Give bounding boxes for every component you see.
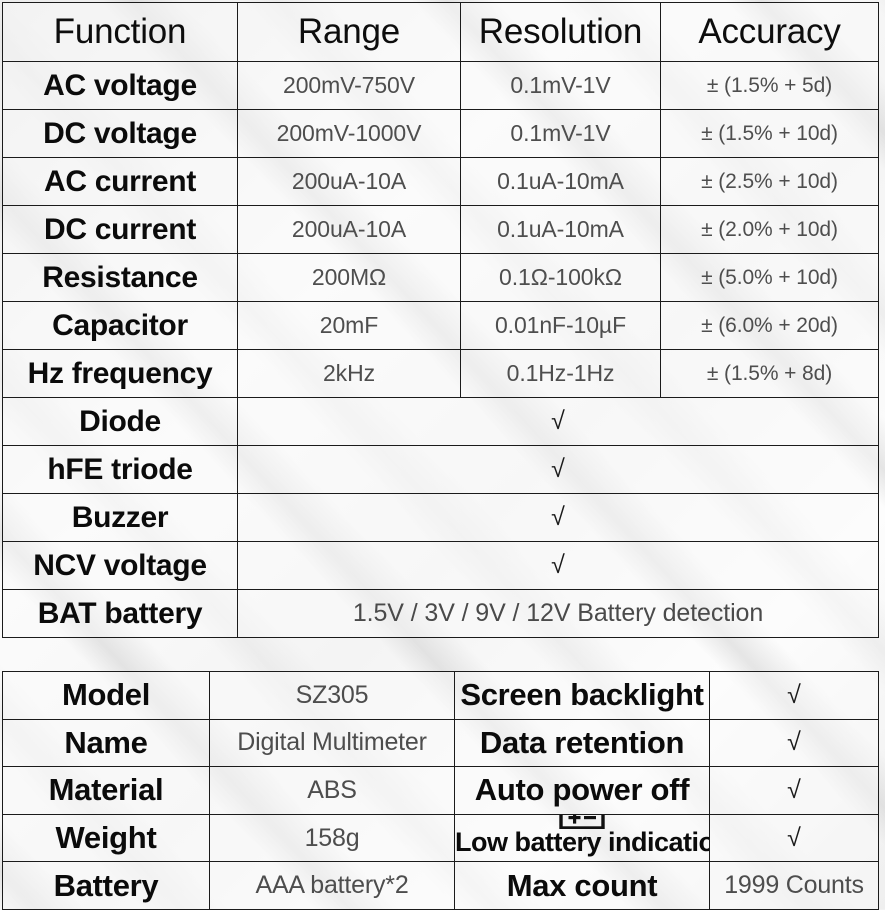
row-resolution-value: 0.1uA-10mA [460, 157, 661, 206]
feature-support-check: √ [709, 766, 879, 815]
feature-label-low-battery: Low battery indication [455, 827, 710, 858]
row-accuracy-value: ± (1.5% + 10d) [660, 109, 879, 158]
row-function-label: AC current [2, 157, 238, 206]
spec-value-model: SZ305 [209, 671, 455, 720]
row-range-value: 200uA-10A [237, 157, 461, 206]
row-accuracy-value: ± (6.0% + 20d) [660, 301, 879, 350]
spec-key-material: Material [2, 766, 210, 815]
table-row: Material ABS Auto power off √ [2, 766, 879, 815]
general-spec-table: Model SZ305 Screen backlight √ Name Digi… [2, 671, 879, 910]
row-support-check: √ [237, 493, 879, 542]
row-battery-detection-value: 1.5V / 3V / 9V / 12V Battery detection [237, 589, 879, 638]
row-accuracy-value: ± (1.5% + 8d) [660, 349, 879, 398]
row-range-value: 2kHz [237, 349, 461, 398]
spec-key-weight: Weight [2, 813, 210, 863]
low-battery-composite: Low battery indication [455, 815, 710, 858]
row-function-label: DC voltage [2, 109, 238, 158]
row-function-label: Resistance [2, 253, 238, 302]
row-function-label: Diode [2, 397, 238, 446]
table-row: Weight 158g [2, 813, 879, 863]
column-header-function: Function [2, 2, 238, 62]
row-range-value: 200uA-10A [237, 205, 461, 254]
feature-cell-low-battery: Low battery indication [454, 813, 710, 863]
row-resolution-value: 0.1mV-1V [460, 109, 661, 158]
feature-label-data-retention: Data retention [454, 718, 710, 768]
row-resolution-value: 0.01nF-10µF [460, 301, 661, 350]
spec-value-material: ABS [209, 766, 455, 815]
row-support-check: √ [237, 541, 879, 590]
row-accuracy-value: ± (5.0% + 10d) [660, 253, 879, 302]
table-row: AC voltage 200mV-750V 0.1mV-1V ± (1.5% +… [2, 61, 879, 110]
table-separator [2, 638, 878, 671]
row-range-value: 200mV-750V [237, 61, 461, 110]
column-header-resolution: Resolution [460, 2, 661, 62]
spec-value-battery: AAA battery*2 [209, 861, 455, 910]
spec-key-name: Name [2, 718, 210, 768]
row-function-label: DC current [2, 205, 238, 254]
column-header-range: Range [237, 2, 461, 62]
row-function-label: NCV voltage [2, 541, 238, 590]
table-row: NCV voltage √ [2, 541, 879, 590]
row-resolution-value: 0.1uA-10mA [460, 205, 661, 254]
row-function-label: BAT battery [2, 589, 238, 638]
spec-value-name: Digital Multimeter [209, 718, 455, 768]
table-row: Model SZ305 Screen backlight √ [2, 671, 879, 720]
table-row: Battery AAA battery*2 Max count 1999 Cou… [2, 861, 879, 910]
table-row: DC current 200uA-10A 0.1uA-10mA ± (2.0% … [2, 205, 879, 254]
table-row: Hz frequency 2kHz 0.1Hz-1Hz ± (1.5% + 8d… [2, 349, 879, 398]
feature-label-auto-power-off: Auto power off [454, 766, 710, 815]
row-function-label: Capacitor [2, 301, 238, 350]
table-row: BAT battery 1.5V / 3V / 9V / 12V Battery… [2, 589, 879, 638]
row-range-value: 200mV-1000V [237, 109, 461, 158]
row-range-value: 20mF [237, 301, 461, 350]
row-accuracy-value: ± (2.5% + 10d) [660, 157, 879, 206]
table-row: Resistance 200MΩ 0.1Ω-100kΩ ± (5.0% + 10… [2, 253, 879, 302]
row-support-check: √ [237, 397, 879, 446]
row-accuracy-value: ± (2.0% + 10d) [660, 205, 879, 254]
feature-support-check: √ [709, 718, 879, 768]
column-header-accuracy: Accuracy [660, 2, 879, 62]
row-accuracy-value: ± (1.5% + 5d) [660, 61, 879, 110]
feature-support-check: √ [709, 671, 879, 720]
table-header-row: Function Range Resolution Accuracy [2, 2, 879, 62]
table-row: Diode √ [2, 397, 879, 446]
row-function-label: Buzzer [2, 493, 238, 542]
row-resolution-value: 0.1mV-1V [460, 61, 661, 110]
spec-key-model: Model [2, 671, 210, 720]
table-row: Buzzer √ [2, 493, 879, 542]
row-function-label: AC voltage [2, 61, 238, 110]
row-resolution-value: 0.1Ω-100kΩ [460, 253, 661, 302]
table-row: DC voltage 200mV-1000V 0.1mV-1V ± (1.5% … [2, 109, 879, 158]
row-range-value: 200MΩ [237, 253, 461, 302]
spec-value-weight: 158g [209, 813, 455, 863]
feature-label-max-count: Max count [454, 861, 710, 910]
battery-icon [559, 815, 605, 833]
spec-key-battery: Battery [2, 861, 210, 910]
feature-label-screen-backlight: Screen backlight [454, 671, 710, 720]
row-function-label: Hz frequency [2, 349, 238, 398]
table-row: Capacitor 20mF 0.01nF-10µF ± (6.0% + 20d… [2, 301, 879, 350]
table-row: Name Digital Multimeter Data retention √ [2, 718, 879, 768]
row-resolution-value: 0.1Hz-1Hz [460, 349, 661, 398]
row-support-check: √ [237, 445, 879, 494]
functions-spec-table: Function Range Resolution Accuracy AC vo… [2, 2, 879, 638]
row-function-label: hFE triode [2, 445, 238, 494]
feature-value-max-count: 1999 Counts [709, 861, 879, 910]
table-row: hFE triode √ [2, 445, 879, 494]
table-row: AC current 200uA-10A 0.1uA-10mA ± (2.5% … [2, 157, 879, 206]
feature-support-check: √ [709, 813, 879, 863]
